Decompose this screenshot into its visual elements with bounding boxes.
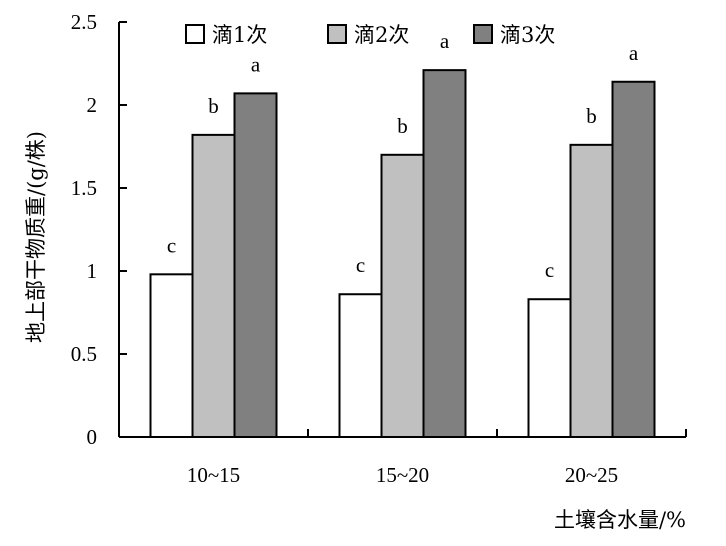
plot-area: 0 0.5 1 1.5 2 2.5 c b a 10~15 c b a 15~20 c b a 20~25 (71, 10, 687, 487)
significance-label: b (208, 94, 219, 118)
significance-label: a (251, 52, 261, 76)
significance-label: c (545, 258, 554, 282)
significance-label: c (167, 233, 176, 257)
legend-swatch (327, 24, 347, 44)
bar (149, 273, 194, 438)
legend-label: 滴1次 (212, 23, 267, 47)
bar (527, 298, 572, 438)
bar (569, 143, 614, 438)
y-tick-label: 0 (87, 425, 98, 449)
y-tick-label: 0.5 (71, 342, 97, 366)
bar (233, 92, 278, 438)
x-tick-label: 20~25 (565, 463, 618, 487)
bar (338, 293, 383, 438)
y-tick-label: 1.5 (71, 176, 97, 200)
bar (422, 69, 467, 438)
legend-swatch (473, 24, 493, 44)
x-axis-title: 土壤含水量/% (554, 508, 686, 532)
legend-label: 滴2次 (354, 23, 409, 47)
y-tick-label: 1 (87, 259, 98, 283)
y-tick-label: 2.5 (71, 10, 97, 34)
significance-label: c (356, 253, 365, 277)
significance-label: a (629, 41, 639, 65)
significance-label: a (440, 29, 450, 53)
legend-swatch (185, 24, 205, 44)
legend-label: 滴3次 (500, 23, 555, 47)
bar (191, 133, 236, 438)
legend: 滴1次 滴2次 滴3次 (185, 23, 555, 47)
x-tick-label: 15~20 (376, 463, 429, 487)
significance-label: b (586, 104, 597, 128)
y-tick-label: 2 (87, 93, 98, 117)
bar (611, 80, 656, 438)
bar (380, 153, 425, 439)
x-tick-label: 10~15 (187, 463, 240, 487)
significance-label: b (397, 114, 408, 138)
y-axis-title: 地上部干物质重/(g/株) (24, 131, 48, 343)
